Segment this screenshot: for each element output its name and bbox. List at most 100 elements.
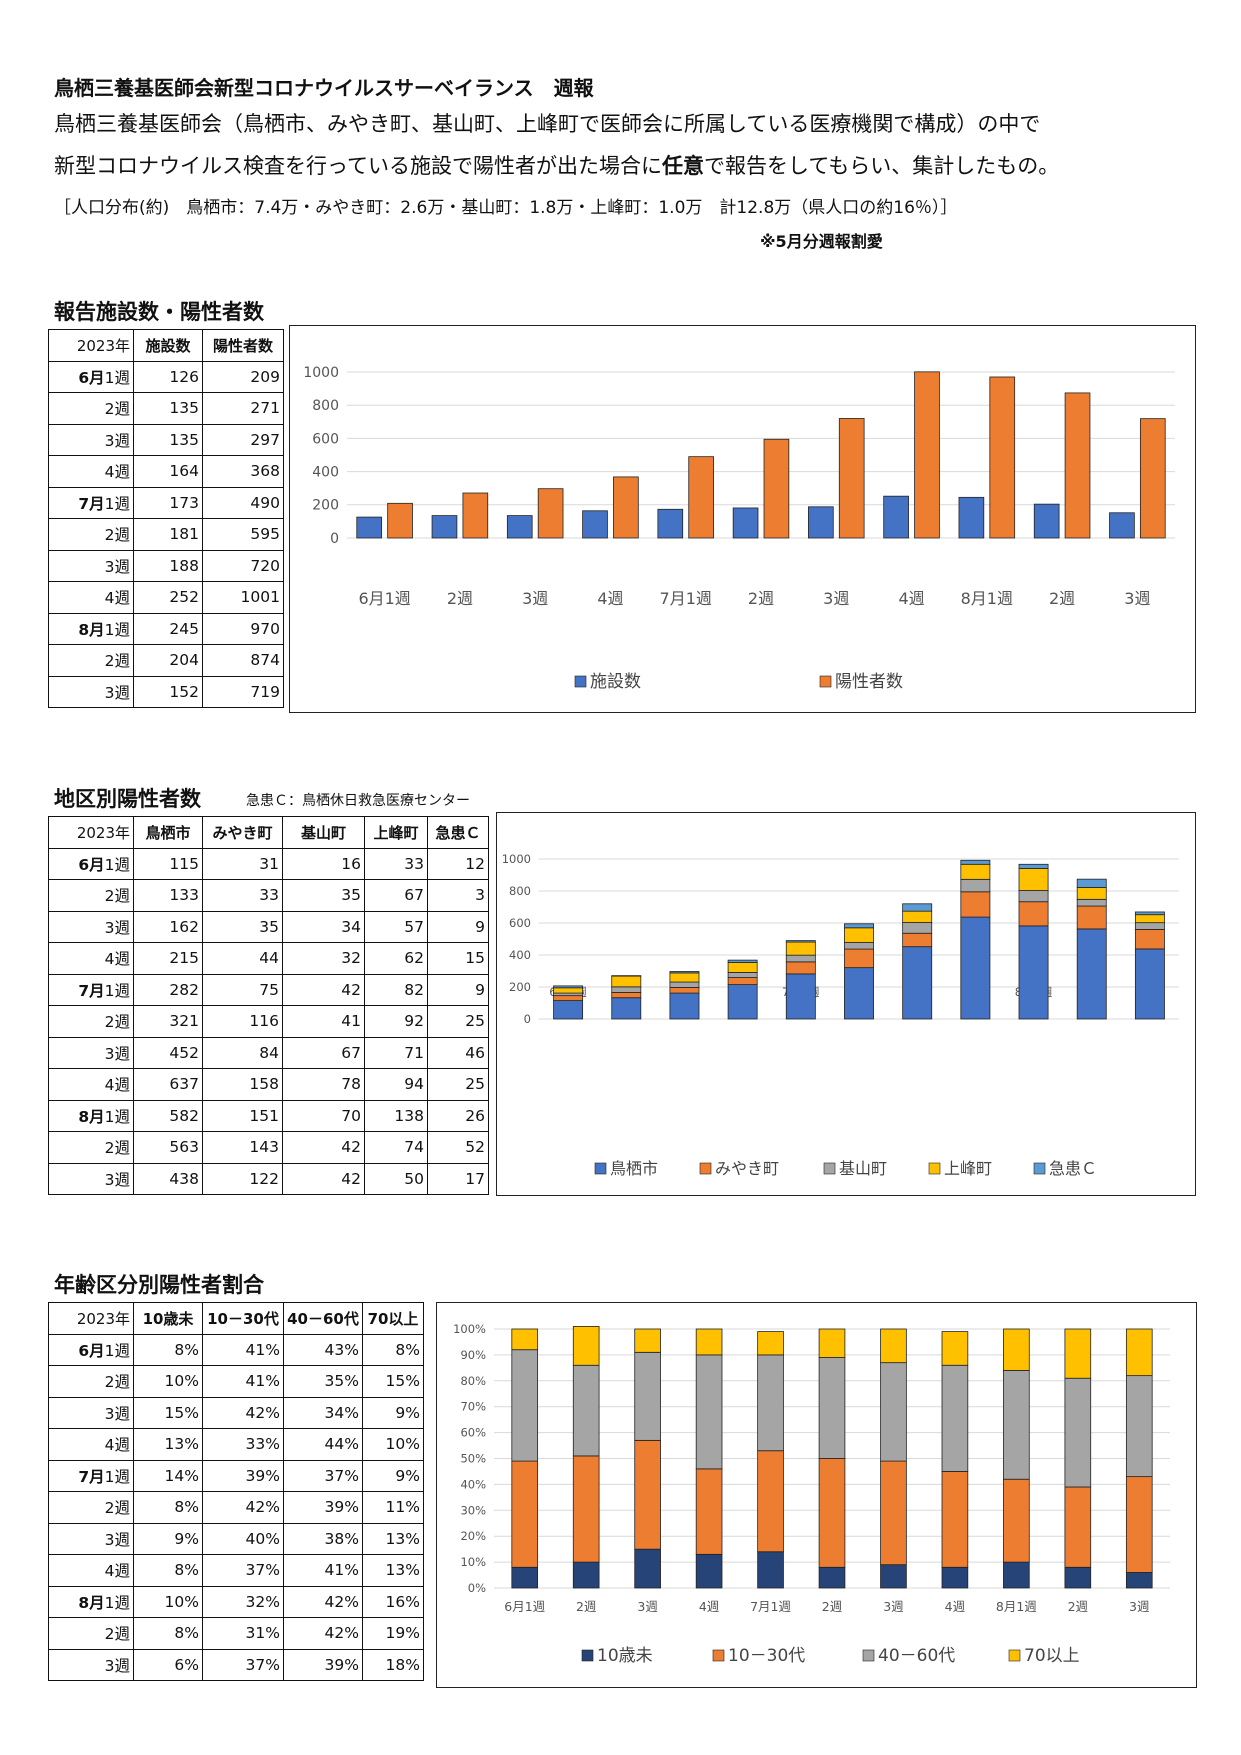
bar-segment bbox=[1125, 1375, 1153, 1478]
x-tick-label: 2週 bbox=[1049, 589, 1075, 608]
week-label: 2週 bbox=[48, 1491, 134, 1524]
table-cell: 970 bbox=[202, 612, 284, 645]
bar-segment bbox=[669, 981, 700, 988]
table-cell: 41 bbox=[282, 1005, 365, 1038]
week-label: 3週 bbox=[48, 1522, 134, 1555]
table-cell: 9% bbox=[133, 1522, 203, 1555]
bar bbox=[914, 371, 940, 539]
section1-table: 2023年 施設数 陽性者数 6月1週 126 209 2週 135 271 3週 135 297 4週… bbox=[48, 329, 284, 708]
table-cell: 16 bbox=[282, 847, 365, 880]
table-cell: 8% bbox=[133, 1491, 203, 1524]
bar-segment bbox=[695, 1354, 723, 1470]
week-label: 2週 bbox=[48, 644, 134, 677]
week-label: 2週 bbox=[48, 518, 134, 551]
column-header: 40－60代 bbox=[283, 1302, 363, 1335]
bar-segment bbox=[960, 916, 991, 1020]
column-header: 陽性者数 bbox=[202, 329, 284, 362]
bar-segment bbox=[553, 985, 584, 989]
month-label: 7月 bbox=[78, 494, 105, 513]
table-row: 4週 252 1001 bbox=[48, 581, 284, 614]
week-number: 2週 bbox=[104, 1013, 130, 1032]
bar-segment bbox=[634, 1328, 661, 1353]
month-label: 7月 bbox=[78, 981, 105, 1000]
bar bbox=[431, 515, 458, 539]
bar bbox=[356, 516, 383, 539]
bar-segment bbox=[511, 1566, 539, 1589]
table-row: 8月1週 10% 32% 42% 16% bbox=[48, 1585, 424, 1618]
week-label: 4週 bbox=[48, 455, 134, 488]
bar-segment bbox=[695, 1468, 723, 1555]
table-cell: 204 bbox=[133, 644, 203, 677]
table-cell: 164 bbox=[133, 455, 203, 488]
table-cell: 126 bbox=[133, 360, 203, 393]
bar bbox=[537, 488, 564, 539]
y-tick-label: 0% bbox=[468, 1581, 486, 1595]
week-label: 4週 bbox=[48, 581, 134, 614]
table-cell: 34% bbox=[283, 1396, 363, 1429]
table-cell: 57 bbox=[364, 910, 428, 943]
table-cell: 84 bbox=[202, 1036, 283, 1069]
x-tick-label: 2週 bbox=[447, 589, 473, 608]
bar-segment bbox=[902, 932, 933, 948]
table-row: 8月1週 245 970 bbox=[48, 612, 284, 645]
table-cell: 252 bbox=[133, 581, 203, 614]
table-cell: 94 bbox=[364, 1068, 428, 1101]
bar bbox=[763, 438, 790, 539]
bar-segment bbox=[941, 1566, 969, 1589]
section3-chart: 0% 10% 20% 30% 40% 50% 60% 70% 80% 90% 100% 6月1週 2週 3… bbox=[436, 1302, 1197, 1688]
table-cell: 720 bbox=[202, 549, 284, 582]
week-label: 3週 bbox=[48, 549, 134, 582]
bar-segment bbox=[1076, 905, 1107, 930]
week-number: 3週 bbox=[104, 1044, 130, 1063]
bar-segment bbox=[1018, 901, 1049, 927]
bar-segment bbox=[844, 942, 874, 950]
table-row: 2週 181 595 bbox=[48, 518, 284, 551]
bar bbox=[1139, 418, 1166, 539]
legend-swatch bbox=[594, 1162, 607, 1175]
bar-segment bbox=[785, 941, 816, 956]
table-cell: 271 bbox=[202, 392, 284, 425]
table-cell: 31% bbox=[202, 1617, 284, 1650]
week-label: 7月1週 bbox=[48, 486, 134, 519]
week-label: 3週 bbox=[48, 1162, 134, 1195]
table-cell: 16% bbox=[362, 1585, 424, 1618]
bar-segment bbox=[727, 962, 758, 973]
bar-segment bbox=[902, 946, 933, 1020]
bar-segment bbox=[1134, 948, 1165, 1020]
bar-segment bbox=[611, 986, 642, 993]
week-number: 1週 bbox=[104, 1107, 130, 1126]
section1-chart: 0 200 400 600 800 1000 6月1週 2週 3週 4週 7月1週 2週 3週 4週 8月1… bbox=[289, 325, 1196, 713]
table-row: 2週 133 33 35 67 3 bbox=[48, 879, 489, 912]
week-label: 3週 bbox=[48, 423, 134, 456]
x-tick-label: 3週 bbox=[1129, 1599, 1150, 1614]
table-row: 7月1週 14% 39% 37% 9% bbox=[48, 1459, 424, 1492]
table-cell: 595 bbox=[202, 518, 284, 551]
section2-chart: 020040060080010006月1週2週3週4週7月1週2週3週4週8月1… bbox=[496, 812, 1196, 1196]
bar-segment bbox=[1003, 1328, 1030, 1371]
week-number: 2週 bbox=[104, 887, 130, 906]
table-row: 3週 162 35 34 57 9 bbox=[48, 910, 489, 943]
table-row: 2週 8% 42% 39% 11% bbox=[48, 1491, 424, 1524]
table-cell: 188 bbox=[133, 549, 203, 582]
table-cell: 135 bbox=[133, 423, 203, 456]
month-label: 8月 bbox=[78, 1593, 105, 1612]
table-cell: 70 bbox=[282, 1099, 365, 1132]
bar bbox=[462, 492, 489, 539]
bar-segment bbox=[1076, 878, 1107, 888]
legend-swatch bbox=[574, 675, 587, 688]
bar-segment bbox=[844, 948, 874, 969]
table-row: 2週 563 143 42 74 52 bbox=[48, 1131, 489, 1164]
y-tick-label: 0 bbox=[524, 1012, 531, 1026]
table-cell: 368 bbox=[202, 455, 284, 488]
bar-segment bbox=[1064, 1566, 1092, 1589]
table-cell: 151 bbox=[202, 1099, 283, 1132]
week-number: 1週 bbox=[104, 620, 130, 639]
bar-segment bbox=[902, 903, 933, 912]
table-cell: 44 bbox=[202, 942, 283, 975]
table-cell: 452 bbox=[133, 1036, 203, 1069]
table-row: 4週 13% 33% 44% 10% bbox=[48, 1428, 424, 1461]
table-cell: 32% bbox=[202, 1585, 284, 1618]
week-number: 2週 bbox=[104, 1499, 130, 1518]
bar-segment bbox=[634, 1548, 661, 1589]
section3-title: 年齢区分別陽性者割合 bbox=[54, 1273, 264, 1297]
